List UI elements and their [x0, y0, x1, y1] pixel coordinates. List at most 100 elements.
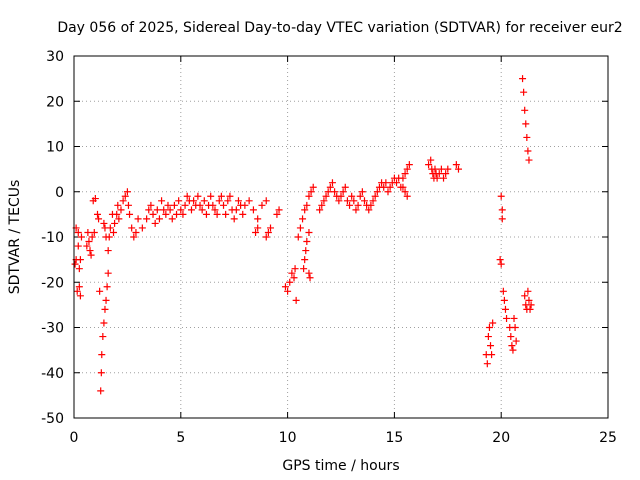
data-point [164, 201, 172, 209]
data-point [103, 283, 111, 291]
data-point [427, 156, 435, 164]
data-point [324, 188, 332, 196]
data-point [369, 197, 377, 205]
data-point [87, 251, 95, 259]
y-tick-label: 0 [55, 185, 64, 201]
data-point [143, 215, 151, 223]
data-point [267, 224, 275, 232]
data-point [123, 188, 131, 196]
data-point [507, 333, 515, 341]
data-point [95, 215, 103, 223]
data-point [526, 305, 534, 313]
axes: 0 5 10 15 20 25 -50 -40 -30 -20 -10 0 10 20 30 [41, 49, 617, 446]
data-point [222, 210, 230, 218]
data-point [305, 269, 313, 277]
data-point [520, 88, 528, 96]
data-point [339, 188, 347, 196]
data-point [371, 192, 379, 200]
data-point [326, 183, 334, 191]
data-point [352, 206, 360, 214]
data-point [215, 197, 223, 205]
data-point [286, 278, 294, 286]
data-point [196, 201, 204, 209]
y-tick-label: -40 [41, 366, 64, 382]
data-point [360, 197, 368, 205]
data-point [440, 174, 448, 182]
data-point [386, 183, 394, 191]
data-point [508, 342, 516, 350]
data-point [521, 292, 529, 300]
data-point [74, 242, 82, 250]
data-point [273, 210, 281, 218]
data-point [100, 219, 108, 227]
data-point [114, 201, 122, 209]
data-point [403, 165, 411, 173]
data-point [76, 256, 84, 264]
data-point [498, 206, 506, 214]
data-point [299, 215, 307, 223]
data-point [177, 206, 185, 214]
data-point [128, 224, 136, 232]
data-point [497, 192, 505, 200]
data-point [207, 192, 215, 200]
data-point [485, 324, 493, 331]
data-point [487, 342, 495, 350]
data-point [84, 228, 92, 236]
data-point [292, 296, 300, 304]
data-point [230, 215, 238, 223]
data-point [213, 210, 221, 218]
data-point [85, 238, 93, 246]
data-point [275, 206, 283, 214]
data-point [234, 197, 242, 205]
data-point [101, 305, 109, 313]
data-point [303, 238, 311, 246]
data-point [425, 161, 433, 169]
data-point [147, 201, 155, 209]
data-point [365, 206, 373, 214]
data-point [232, 206, 240, 214]
data-point [77, 233, 85, 241]
data-point [194, 192, 202, 200]
data-point [104, 269, 112, 277]
data-point [105, 233, 113, 241]
data-point [305, 192, 313, 200]
data-point [209, 201, 217, 209]
data-point [309, 183, 317, 191]
x-axis-label: GPS time / hours [282, 458, 399, 474]
data-point [393, 179, 401, 187]
data-point [290, 274, 298, 282]
data-point [190, 197, 198, 205]
data-points [71, 75, 535, 395]
data-point [74, 228, 82, 236]
data-point [75, 283, 83, 291]
data-point [121, 192, 129, 200]
data-point [512, 337, 520, 345]
data-point [162, 210, 170, 218]
data-point [384, 188, 392, 196]
data-point [301, 206, 309, 214]
data-point [358, 188, 366, 196]
data-point [522, 120, 530, 128]
data-point [499, 287, 507, 295]
plot-frame [73, 55, 609, 419]
data-point [301, 256, 309, 264]
data-point [96, 287, 104, 295]
data-point [488, 351, 496, 359]
data-point [320, 197, 328, 205]
data-point [99, 333, 107, 341]
data-point [354, 201, 362, 209]
data-point [444, 165, 452, 173]
data-point [403, 192, 411, 200]
data-point [98, 351, 106, 359]
data-point [401, 170, 409, 178]
grid-lines [74, 56, 608, 418]
data-point [373, 188, 381, 196]
data-point [117, 206, 125, 214]
data-point [110, 228, 118, 236]
data-point [181, 201, 189, 209]
data-point [249, 206, 257, 214]
y-tick-label: -10 [41, 230, 64, 246]
data-point [124, 201, 132, 209]
data-point [76, 292, 84, 300]
data-point [511, 324, 519, 331]
